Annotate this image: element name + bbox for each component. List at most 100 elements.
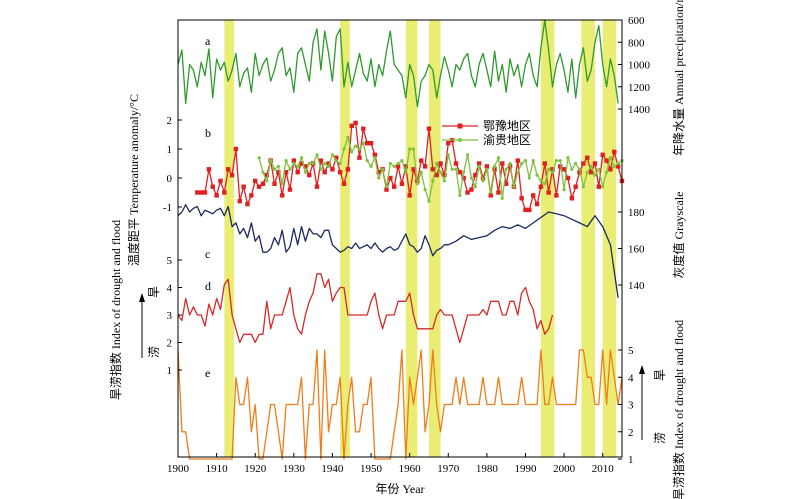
data-point bbox=[520, 161, 524, 166]
data-point bbox=[341, 181, 347, 186]
y-tick-label: 5 bbox=[167, 255, 173, 267]
data-point bbox=[377, 176, 381, 180]
y-label-grayscale: 灰度值 Grayscale bbox=[671, 192, 686, 279]
data-point bbox=[492, 164, 497, 168]
data-point bbox=[565, 175, 571, 181]
data-point bbox=[357, 147, 362, 151]
data-point bbox=[202, 190, 208, 195]
data-point bbox=[399, 181, 405, 186]
y-tick-label: 4 bbox=[167, 283, 173, 295]
data-point bbox=[546, 190, 551, 195]
data-point bbox=[512, 185, 516, 189]
data-point bbox=[438, 170, 443, 174]
data-point bbox=[461, 175, 466, 181]
data-point bbox=[368, 141, 374, 146]
data-point bbox=[581, 185, 585, 189]
data-point bbox=[562, 188, 566, 192]
data-point bbox=[237, 199, 242, 204]
data-point bbox=[307, 161, 311, 166]
legend-label-yugui: 渝贵地区 bbox=[483, 132, 531, 147]
data-point bbox=[376, 170, 381, 175]
data-point bbox=[469, 187, 474, 192]
highlight-band bbox=[405, 20, 418, 457]
data-point bbox=[349, 123, 354, 128]
data-point bbox=[604, 158, 609, 163]
data-point bbox=[276, 164, 280, 168]
data-point bbox=[388, 161, 392, 166]
y-tick-label: 3 bbox=[628, 400, 634, 412]
flood-label-right: 涝 bbox=[653, 432, 667, 444]
arrow-head bbox=[139, 293, 145, 302]
y-label-temperature: 温度距平 Temperature anomaly/°C bbox=[126, 94, 141, 266]
data-point bbox=[384, 185, 389, 189]
highlight-band bbox=[602, 20, 617, 457]
x-tick-label: 2000 bbox=[553, 463, 576, 475]
data-point bbox=[539, 179, 543, 183]
data-point bbox=[361, 126, 366, 131]
x-tick-label: 1960 bbox=[399, 463, 422, 475]
data-point bbox=[214, 193, 219, 198]
data-point bbox=[319, 167, 323, 171]
y-label-drought-flood-right: 旱涝指数 Index of drought and flood bbox=[671, 320, 686, 499]
data-point bbox=[450, 167, 454, 171]
y-tick-label: -1 bbox=[163, 202, 172, 214]
data-point bbox=[269, 159, 273, 163]
data-point bbox=[195, 190, 200, 195]
data-point bbox=[261, 170, 265, 174]
y-tick-label: 2 bbox=[628, 427, 634, 439]
data-point bbox=[423, 188, 427, 192]
data-point bbox=[198, 190, 204, 195]
data-point bbox=[477, 164, 481, 168]
x-tick-label: 1980 bbox=[476, 463, 499, 475]
data-point bbox=[481, 179, 485, 183]
data-point bbox=[454, 167, 458, 171]
y-label-drought-flood-left: 旱涝指数 Index of drought and flood bbox=[108, 220, 123, 400]
data-point bbox=[465, 190, 470, 195]
data-point bbox=[531, 159, 535, 163]
y-tick-label: 1000 bbox=[628, 60, 651, 72]
panel-label-c: c bbox=[205, 247, 210, 261]
data-point bbox=[361, 141, 365, 145]
data-point bbox=[538, 184, 544, 189]
x-tick-label: 1950 bbox=[360, 463, 383, 475]
data-point bbox=[245, 201, 250, 207]
data-point bbox=[280, 182, 284, 186]
data-point bbox=[566, 156, 570, 160]
data-point bbox=[411, 147, 416, 151]
data-point bbox=[241, 184, 246, 189]
data-point bbox=[283, 170, 289, 175]
data-point bbox=[515, 158, 520, 163]
data-point bbox=[523, 207, 528, 213]
y-tick-label: 4 bbox=[628, 372, 634, 384]
data-point bbox=[581, 161, 586, 166]
data-point bbox=[469, 176, 474, 180]
y-tick-label: 180 bbox=[628, 207, 645, 219]
panel-label-a: a bbox=[205, 34, 211, 48]
legend: 鄂豫地区 渝贵地区 bbox=[442, 119, 531, 147]
data-point bbox=[476, 161, 482, 166]
legend-label-eyu: 鄂豫地区 bbox=[483, 119, 531, 133]
data-point bbox=[554, 159, 558, 163]
legend-marker-yugui bbox=[458, 138, 462, 142]
data-point bbox=[592, 161, 598, 166]
data-point bbox=[516, 170, 520, 174]
data-point bbox=[453, 161, 459, 166]
x-tick-label: 1910 bbox=[206, 463, 229, 475]
data-point bbox=[601, 185, 605, 189]
data-point bbox=[346, 135, 350, 139]
data-point bbox=[233, 146, 239, 152]
data-point bbox=[292, 161, 296, 166]
data-point bbox=[295, 170, 300, 175]
data-point bbox=[392, 184, 397, 189]
data-point bbox=[430, 167, 436, 172]
panel-label-e: e bbox=[205, 366, 210, 380]
y-tick-label: 1200 bbox=[628, 82, 651, 94]
data-point bbox=[395, 164, 401, 169]
data-point bbox=[291, 158, 297, 163]
data-point bbox=[488, 193, 493, 198]
y-tick-label: 2 bbox=[167, 115, 173, 127]
data-point bbox=[480, 175, 486, 181]
data-point bbox=[446, 153, 450, 157]
series-line bbox=[177, 204, 619, 298]
